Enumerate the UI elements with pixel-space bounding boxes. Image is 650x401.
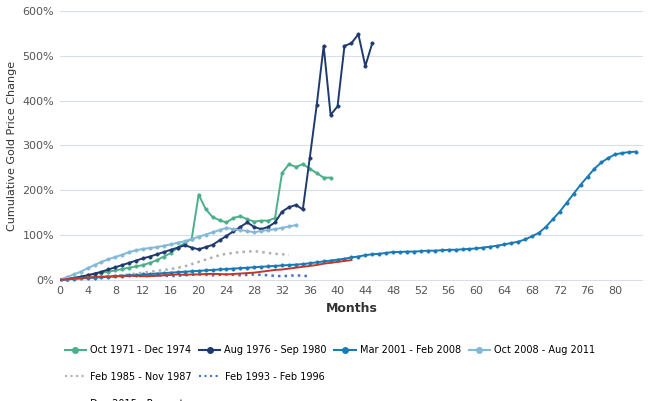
X-axis label: Months: Months bbox=[326, 302, 378, 315]
Y-axis label: Cumulative Gold Price Change: Cumulative Gold Price Change bbox=[7, 61, 17, 231]
Legend: Dec 2015 - Present: Dec 2015 - Present bbox=[64, 399, 183, 401]
